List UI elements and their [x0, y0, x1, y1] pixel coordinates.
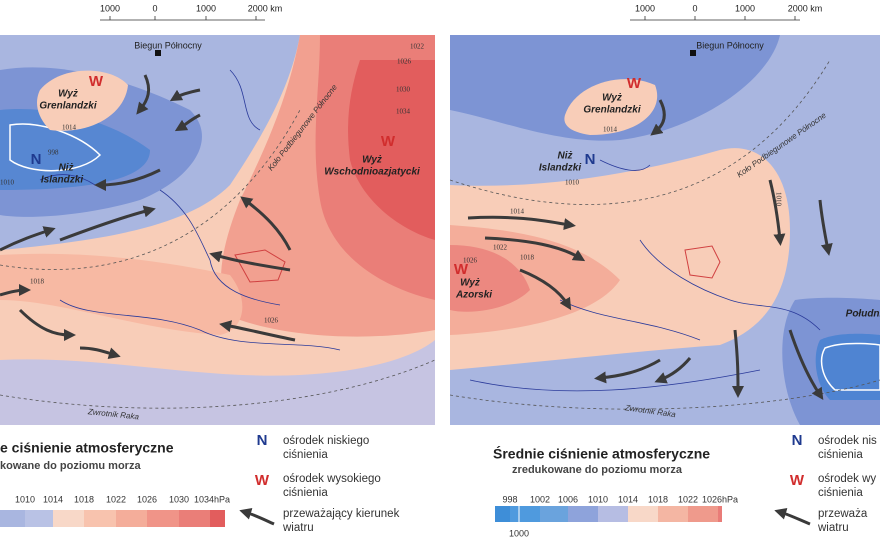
- legend-low-symbol: N: [792, 432, 803, 449]
- high-symbol: W: [454, 261, 469, 278]
- colorbar-label: 1010: [15, 494, 35, 504]
- scale-bar: [100, 16, 800, 21]
- high-symbol: W: [627, 75, 642, 92]
- scale-label: 1000: [196, 3, 216, 13]
- legend-text: ciśnienia: [283, 487, 328, 499]
- legend-text: ciśnienia: [818, 449, 863, 461]
- legend-low-symbol: N: [257, 432, 268, 449]
- colorbar-label: 1030: [169, 494, 189, 504]
- center-label: Wyż: [362, 155, 382, 166]
- isobar-label: 1026: [397, 58, 412, 66]
- scale-label: 1000: [635, 3, 655, 13]
- legend-arrow: [774, 507, 811, 526]
- isobar-label: 1010: [774, 192, 782, 207]
- colorbar: [0, 510, 225, 527]
- isobar-label: 1022: [410, 43, 425, 51]
- isobar-label: 1018: [520, 254, 535, 262]
- isobar-label: 1014: [510, 208, 525, 216]
- center-label: Grenlandzki: [39, 101, 96, 112]
- legend-text: przeważa: [818, 508, 868, 520]
- low-symbol: N: [31, 151, 42, 168]
- colorbar-label: 1006: [558, 494, 578, 504]
- colorbar-label: 1018: [648, 494, 668, 504]
- colorbar-label: 1022: [678, 494, 698, 504]
- colorbar-label: 1022: [106, 494, 126, 504]
- colorbar-label: 1026hPa: [702, 494, 738, 504]
- isobar-label: 1034: [396, 108, 411, 116]
- colorbar: [495, 506, 722, 528]
- colorbar-label: 998: [502, 494, 517, 504]
- center-label: Wschodnioazjatycki: [324, 167, 420, 178]
- legend-text: ośrodek nis: [818, 435, 877, 447]
- colorbar-label: 1014: [43, 494, 63, 504]
- legend-subtitle: kowane do poziomu morza: [0, 460, 141, 472]
- scale-label: 1000: [735, 3, 755, 13]
- north-pole-label: Biegun Północny: [696, 40, 764, 50]
- right-map: [450, 35, 880, 425]
- low-symbol: N: [585, 151, 596, 168]
- high-symbol: W: [381, 133, 396, 150]
- left-map: [0, 35, 435, 425]
- legend-arrow: [239, 507, 275, 526]
- isobar-label: 1014: [603, 126, 618, 134]
- pole-marker: [690, 50, 696, 56]
- isobar-label: 1030: [396, 86, 411, 94]
- scale-label: 0: [692, 3, 697, 13]
- legend-title: Średnie ciśnienie atmosferyczne: [493, 445, 710, 462]
- legend-text: ciśnienia: [283, 449, 328, 461]
- isobar-label: 1026: [264, 317, 279, 325]
- center-label: Islandzki: [539, 163, 581, 174]
- legend-text: przeważający kierunek: [283, 508, 400, 520]
- colorbar-label: 1034hPa: [194, 494, 230, 504]
- center-label: Grenlandzki: [583, 105, 640, 116]
- isobar-label: 1018: [30, 278, 45, 286]
- high-symbol: W: [89, 73, 104, 90]
- scale-label: 2000 km: [788, 3, 823, 13]
- scale-label: 0: [152, 3, 157, 13]
- legend-text: ośrodek niskiego: [283, 435, 369, 447]
- legend-text: ośrodek wy: [818, 473, 876, 485]
- isobar-label: 1026: [463, 257, 478, 265]
- legend-text: ośrodek wysokiego: [283, 473, 381, 485]
- center-label: Niż: [558, 151, 573, 162]
- center-label: Niż: [59, 163, 74, 174]
- legend-high-symbol: W: [255, 472, 270, 489]
- colorbar-label: 1000: [509, 528, 529, 538]
- legend-text: wiatru: [817, 522, 849, 534]
- colorbar-label: 1026: [137, 494, 157, 504]
- isobar-label: 998: [48, 149, 59, 157]
- center-label: Wyż: [602, 93, 622, 104]
- colorbar-label: 1018: [74, 494, 94, 504]
- isobar-label: 1022: [493, 244, 508, 252]
- scale-label: 2000 km: [248, 3, 283, 13]
- legend-high-symbol: W: [790, 472, 805, 489]
- scale-label: 1000: [100, 3, 120, 13]
- isobar-label: 1014: [62, 124, 77, 132]
- legend-subtitle: zredukowane do poziomu morza: [512, 464, 683, 476]
- north-pole-label: Biegun Północny: [134, 40, 202, 50]
- colorbar-label: 1010: [588, 494, 608, 504]
- legend-text: ciśnienia: [818, 487, 863, 499]
- colorbar-label: 1002: [530, 494, 550, 504]
- colorbar-label: 1014: [618, 494, 638, 504]
- pole-marker: [155, 50, 161, 56]
- center-label: Południ: [846, 309, 880, 320]
- legend-text: wiatru: [282, 522, 314, 534]
- center-label: Wyż: [460, 278, 480, 289]
- legend-title: e ciśnienie atmosferyczne: [0, 440, 174, 456]
- center-label: Wyż: [58, 89, 78, 100]
- isobar-label: 1010: [0, 179, 15, 187]
- center-label: Azorski: [455, 290, 492, 301]
- center-label: Islandzki: [41, 175, 83, 186]
- isobar-label: 1010: [565, 179, 580, 187]
